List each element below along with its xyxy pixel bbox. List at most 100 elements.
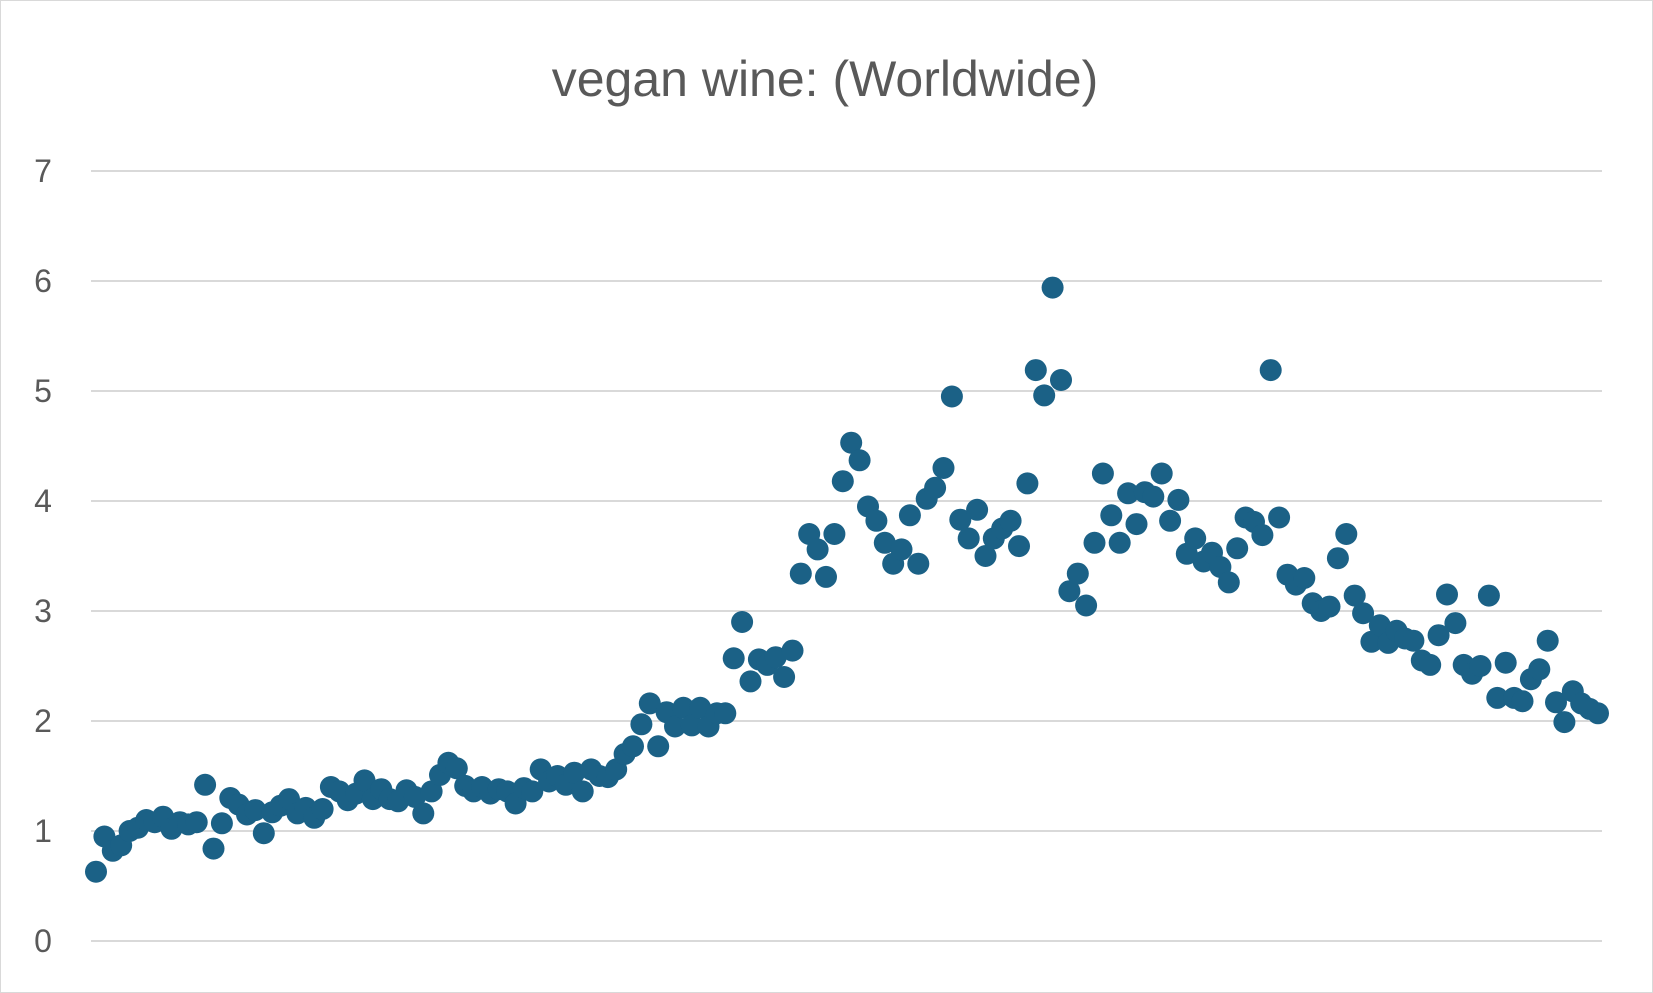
data-point: [1545, 691, 1567, 714]
data-point: [202, 837, 225, 860]
data-point: [898, 504, 921, 527]
data-point: [1335, 523, 1358, 545]
data-point: [823, 523, 846, 545]
data-point: [739, 670, 762, 693]
data-point: [773, 666, 796, 688]
data-point: [1125, 513, 1148, 536]
data-point: [722, 647, 745, 670]
data-point: [999, 509, 1022, 532]
data-point: [1226, 537, 1249, 560]
data-point: [949, 508, 972, 531]
data-point: [1419, 653, 1442, 676]
data-point: [1494, 651, 1517, 674]
data-point: [689, 696, 712, 719]
data-point: [1368, 614, 1391, 637]
data-point: [680, 714, 703, 737]
data-point: [1117, 482, 1140, 505]
data-point: [940, 385, 963, 408]
data-point: [630, 713, 653, 736]
data-point: [647, 735, 670, 758]
data-point: [1033, 384, 1056, 407]
data-point: [806, 538, 829, 561]
data-points: [85, 276, 1609, 883]
y-tick-label: 1: [34, 813, 52, 849]
data-point: [1511, 690, 1534, 713]
data-point: [638, 692, 661, 715]
y-tick-label: 5: [34, 373, 52, 409]
data-point: [1075, 594, 1098, 617]
data-point: [185, 811, 208, 834]
data-point: [1352, 602, 1375, 625]
data-point: [789, 562, 812, 585]
data-point: [1477, 584, 1500, 607]
data-point: [353, 769, 376, 792]
chart-title: vegan wine: (Worldwide): [552, 51, 1099, 107]
data-point: [1427, 624, 1450, 647]
data-point: [1142, 485, 1165, 508]
data-point: [831, 470, 854, 493]
data-point: [1326, 547, 1349, 570]
data-point: [764, 646, 787, 669]
data-point: [1008, 535, 1030, 558]
data-point: [815, 565, 837, 588]
data-point: [924, 476, 947, 499]
data-point: [1041, 276, 1064, 299]
data-point: [1268, 506, 1291, 529]
data-point: [865, 509, 888, 532]
data-point: [1343, 584, 1366, 607]
data-point: [1150, 462, 1173, 485]
y-axis-tick-labels: 0 1 2 3 4 5 6 7: [34, 153, 52, 959]
data-point: [1251, 524, 1274, 547]
data-point: [244, 799, 267, 822]
data-point: [1058, 580, 1081, 603]
data-point: [1587, 702, 1609, 725]
y-tick-label: 2: [34, 703, 52, 739]
data-point: [1024, 359, 1047, 382]
data-point: [1553, 711, 1576, 734]
data-point: [403, 785, 426, 808]
data-point: [1217, 571, 1240, 594]
data-point: [1486, 686, 1509, 709]
data-point: [957, 527, 980, 550]
data-point: [781, 639, 804, 662]
y-tick-label: 3: [34, 593, 52, 629]
data-point: [1050, 369, 1072, 391]
data-point: [1167, 488, 1190, 511]
data-point: [445, 757, 468, 780]
data-point: [571, 780, 594, 803]
data-point: [1066, 562, 1089, 585]
data-point: [420, 780, 443, 803]
data-point: [622, 735, 644, 758]
y-tick-label: 7: [34, 153, 52, 189]
y-tick-label: 0: [34, 923, 52, 959]
data-point: [974, 545, 997, 567]
data-point: [907, 552, 930, 575]
data-point: [252, 822, 275, 845]
data-point: [672, 696, 695, 719]
data-point: [1100, 504, 1123, 527]
data-point: [1444, 612, 1467, 635]
data-point: [563, 761, 586, 784]
data-point: [1293, 567, 1316, 589]
data-point: [1528, 658, 1551, 681]
y-tick-label: 4: [34, 483, 52, 519]
data-point: [1108, 531, 1131, 554]
data-point: [412, 802, 435, 825]
gridlines: [91, 170, 1602, 942]
data-point: [873, 531, 896, 554]
data-point: [1318, 595, 1341, 618]
data-point: [194, 773, 217, 796]
data-point: [1469, 655, 1492, 677]
data-point: [714, 702, 737, 725]
data-point: [890, 538, 913, 561]
y-tick-label: 6: [34, 263, 52, 299]
data-point: [311, 798, 334, 820]
data-point: [85, 860, 107, 883]
data-point: [521, 780, 544, 803]
data-point: [1259, 359, 1282, 382]
data-point: [1083, 531, 1106, 554]
data-point: [1016, 472, 1039, 495]
data-point: [1159, 509, 1182, 532]
